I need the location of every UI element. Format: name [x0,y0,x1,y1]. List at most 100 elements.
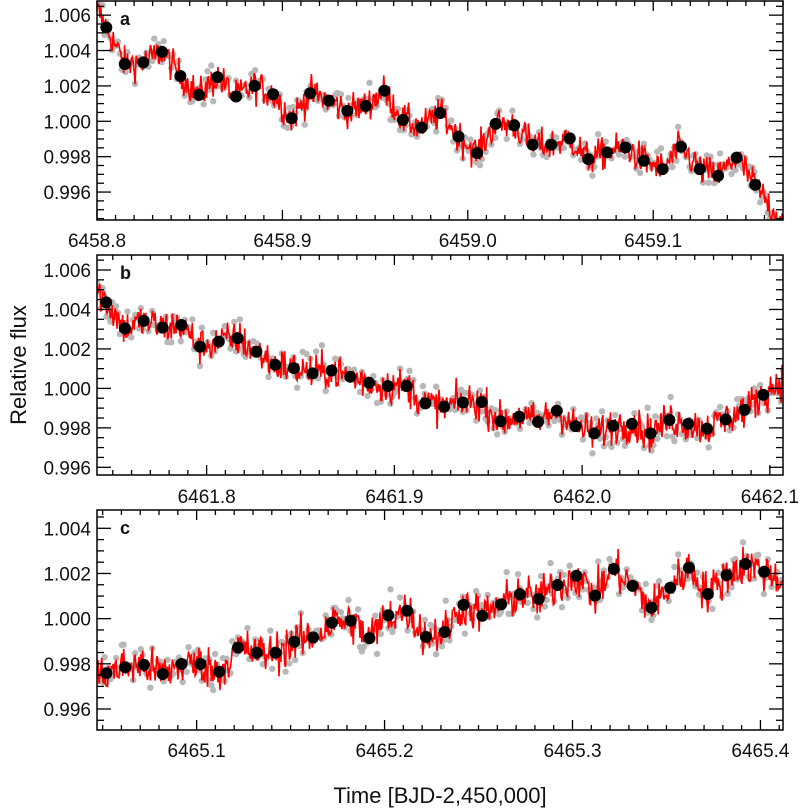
raw-point [541,603,548,610]
binned-point [415,121,428,134]
binned-point [307,631,320,644]
raw-point [514,571,522,578]
raw-point [177,338,184,345]
x-tick-label: 6459.0 [439,231,497,252]
binned-point [138,658,150,671]
raw-point [560,144,568,152]
raw-point [657,145,665,152]
binned-point [118,58,131,70]
raw-point [600,443,608,450]
raw-point [467,136,474,143]
raw-point [244,624,251,632]
raw-point [252,67,259,74]
binned-point [637,154,650,167]
panel-label: b [120,263,131,283]
raw-point [303,350,310,358]
raw-point [377,630,385,638]
plot-frame [96,509,784,731]
binned-point [701,588,714,600]
binned-point [419,630,432,643]
binned-point [250,646,263,659]
raw-point [684,575,691,582]
raw-point [208,682,215,689]
raw-point [598,408,606,415]
raw-point [168,339,175,346]
raw-point [160,37,167,45]
binned-point [231,332,244,345]
raw-point [694,569,701,576]
raw-point [360,643,367,651]
raw-point [476,387,484,394]
raw-point [356,388,364,396]
binned-point [306,367,319,380]
binned-point [269,646,282,659]
raw-point [663,432,670,440]
binned-point [363,376,375,389]
y-axis-title: Relative flux [6,305,31,425]
binned-point [749,178,762,191]
binned-point [739,558,752,570]
raw-point [301,121,308,128]
y-tick-label: 1.006 [43,6,91,27]
raw-point [492,406,499,414]
raw-point [373,650,381,657]
raw-point [716,403,724,411]
raw-point [503,135,510,143]
raw-point [579,436,587,443]
raw-point [210,329,217,336]
raw-point [739,539,747,546]
raw-point [709,605,716,612]
binned-point [625,417,638,430]
raw-point [448,117,455,124]
binned-point [100,21,113,34]
raw-point [602,138,609,145]
plot-area [97,280,783,457]
binned-point [211,71,224,84]
binned-point [193,88,205,101]
binned-point [137,314,150,327]
raw-point [293,384,301,391]
binned-point [712,169,725,182]
raw-point [189,316,196,323]
binned-point [758,565,771,578]
raw-point [282,668,289,675]
binned-point [378,84,391,97]
binned-point [401,604,414,617]
raw-point [756,381,764,389]
y-tick-label: 0.998 [43,655,91,676]
raw-point [652,413,659,420]
x-tick-label: 6461.9 [365,487,423,508]
raw-point [345,596,352,604]
binned-point [119,322,131,335]
raw-point [461,630,468,637]
binned-point [545,138,558,151]
binned-point [285,112,298,125]
raw-point [149,57,156,65]
raw-point [778,234,784,240]
raw-point [112,654,120,662]
binned-point [664,581,677,594]
raw-point [535,128,543,136]
raw-point [396,365,404,372]
raw-point [387,586,394,593]
binned-points [100,21,762,191]
raw-point [337,91,345,98]
raw-point [229,638,236,645]
raw-point [621,153,628,160]
binned-point [381,380,394,392]
binned-point [600,146,613,159]
binned-point [230,90,243,103]
raw-point [413,133,421,140]
binned-point [119,661,132,674]
raw-point [269,665,276,672]
binned-point [175,319,188,331]
raw-point [724,590,731,597]
raw-point [137,304,144,312]
raw-point [120,641,127,648]
binned-point [645,601,658,614]
plot-frame [96,0,784,221]
raw-point [107,318,114,325]
raw-point [631,410,638,417]
raw-point [286,660,293,667]
